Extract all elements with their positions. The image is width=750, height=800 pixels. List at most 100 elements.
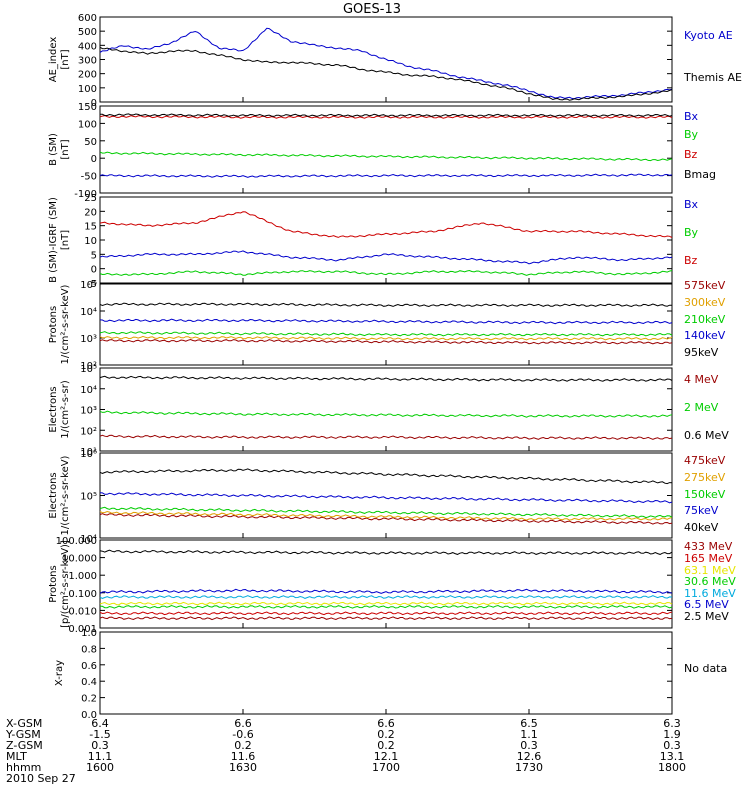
series-line-kyoto-ae <box>99 27 673 100</box>
panel-frame <box>99 105 673 194</box>
series-line-0.6-mev <box>99 375 673 382</box>
y-tick-label: 200 <box>78 70 97 81</box>
series-line-4-mev <box>99 434 673 440</box>
panel-2: 150 100 50 0 -50 -100 B (SM)[nT] Bx By Bz Bmag <box>48 102 716 200</box>
y-tick-label: 150 <box>78 102 97 113</box>
ephemeris-value: 0.3 <box>520 739 538 752</box>
series-line-themis-ae <box>99 46 673 101</box>
y-tick-label: 0 <box>91 154 97 165</box>
legend-entry: 6.5 MeV <box>684 598 729 611</box>
y-tick-label: 10⁵ <box>80 280 97 291</box>
series-line-165-mev <box>99 611 673 616</box>
series-line-75kev <box>99 492 673 504</box>
ephemeris-value: 6.6 <box>234 717 252 730</box>
series-line-2.5-mev <box>99 549 673 555</box>
y-axis-label-line: X-ray <box>54 660 65 686</box>
legend-entry: 2 MeV <box>684 401 719 414</box>
series-line-bx <box>99 173 673 178</box>
y-tick-label: -5 <box>87 279 97 290</box>
legend-entry: 165 MeV <box>684 552 733 565</box>
y-axis-label-line: 1/(cm²-s-sr-keV) <box>60 455 71 535</box>
y-axis-label: B (SM)-IGRF (SM)[nT] <box>48 197 71 283</box>
ephemeris-value: 1630 <box>229 761 257 774</box>
y-tick-label: 20 <box>84 207 97 218</box>
series-line-by <box>99 151 673 162</box>
ephemeris-value: 13.1 <box>660 750 685 763</box>
y-axis-label-line: [nT] <box>60 49 71 69</box>
y-tick-label: 0.2 <box>81 694 97 705</box>
y-tick-label: 100 <box>78 84 97 95</box>
legend-entry: 210keV <box>684 313 726 326</box>
y-tick-label: 10.000 <box>62 554 97 565</box>
panel-4: 10⁵ 10⁴ 10³ 10² Protons1/(cm²-s-sr-keV) 575ke… <box>48 279 726 372</box>
panel-6: 10⁶ 10⁵ 10⁴ Electrons1/(cm²-s-sr-keV) 475keV… <box>48 449 726 545</box>
y-tick-label: 600 <box>78 13 97 24</box>
series-line-2-mev <box>99 410 673 418</box>
y-tick-label: 10⁴ <box>80 534 97 545</box>
panel-8: 1.0 0.8 0.6 0.4 0.2 0.0 X-ray No data <box>54 628 727 721</box>
ephemeris-value: 1600 <box>86 761 114 774</box>
ephemeris-value: 12.6 <box>517 750 542 763</box>
y-tick-label: 10 <box>84 236 97 247</box>
series-line-bmag <box>99 113 673 118</box>
legend-entry: Bx <box>684 198 699 211</box>
series-line-bz <box>99 211 673 239</box>
y-axis-label-line: 1/(cm²-s-sr-keV) <box>60 284 71 364</box>
y-tick-label: 10⁵ <box>80 492 97 503</box>
ephemeris-value: 6.5 <box>520 717 538 730</box>
y-tick-label: -50 <box>81 172 97 183</box>
series-line-433-mev <box>99 616 673 621</box>
y-tick-label: -100 <box>74 189 97 200</box>
legend-entry: 11.6 MeV <box>684 587 736 600</box>
ephemeris-value: 0.2 <box>377 739 395 752</box>
y-tick-label: 15 <box>84 222 97 233</box>
series-line-275kev <box>99 510 673 521</box>
panel-frame <box>99 283 673 366</box>
y-axis-label-line: 1/(cm²-s-sr) <box>60 380 71 439</box>
y-tick-label: 0 <box>91 265 97 276</box>
y-tick-label: 10³ <box>80 334 97 345</box>
y-axis-label-line: [nT] <box>60 139 71 159</box>
y-tick-label: 100 <box>78 119 97 130</box>
series-line-bx <box>99 250 673 265</box>
ephemeris-value: -1.5 <box>89 728 110 741</box>
series-line-475kev <box>99 513 673 525</box>
ephemeris-value: 11.6 <box>231 750 256 763</box>
y-tick-label: 0 <box>91 98 97 109</box>
ephemeris-value: 1.1 <box>520 728 538 741</box>
y-axis-label-line: Electrons <box>48 386 59 432</box>
y-tick-label: 10¹ <box>80 447 97 458</box>
ephemeris-value: -0.6 <box>232 728 253 741</box>
y-tick-label: 400 <box>78 41 97 52</box>
no-data-note: No data <box>684 662 727 675</box>
ephemeris-value: 0.3 <box>91 739 109 752</box>
legend-entry: Bx <box>684 110 699 123</box>
series-line-150kev <box>99 506 673 519</box>
legend-entry: Bmag <box>684 168 716 181</box>
panel-frame <box>99 196 673 284</box>
y-axis-label-line: [nT] <box>60 230 71 250</box>
y-axis-label: X-ray <box>54 660 65 686</box>
ephemeris-value: 12.1 <box>374 750 399 763</box>
series-line-40kev <box>99 468 673 485</box>
panel-frame <box>99 631 673 715</box>
panel-1: 600 500 400 300 200 100 0 AE_index[nT] Kyoto AE T… <box>48 13 742 109</box>
series-line-30.6-mev <box>100 604 673 609</box>
legend-entry: 475keV <box>684 454 726 467</box>
y-tick-label: 10⁴ <box>80 385 97 396</box>
series-line-6.5-mev <box>99 588 673 594</box>
panel-7: 100.00010.0001.0000.1000.0100.001Protons… <box>48 536 736 635</box>
y-axis-label: B (SM)[nT] <box>48 133 71 166</box>
y-tick-label: 1.0 <box>81 628 97 639</box>
ephemeris-row-label: hhmm <box>6 761 41 774</box>
legend-entry: Kyoto AE <box>684 29 733 42</box>
ephemeris-value: 1.9 <box>663 728 681 741</box>
legend-entry: 140keV <box>684 329 726 342</box>
legend-entry: 40keV <box>684 521 719 534</box>
y-axis-label-line: Protons <box>48 565 59 602</box>
y-axis-label: Electrons1/(cm²-s-sr) <box>48 380 71 439</box>
y-axis-label-line: B (SM) <box>48 133 59 166</box>
panel-5: 10⁵ 10⁴ 10³ 10² 10¹ Electrons1/(cm²-s-sr) 4 Me… <box>48 364 729 458</box>
y-axis-label-line: B (SM)-IGRF (SM) <box>48 197 59 283</box>
